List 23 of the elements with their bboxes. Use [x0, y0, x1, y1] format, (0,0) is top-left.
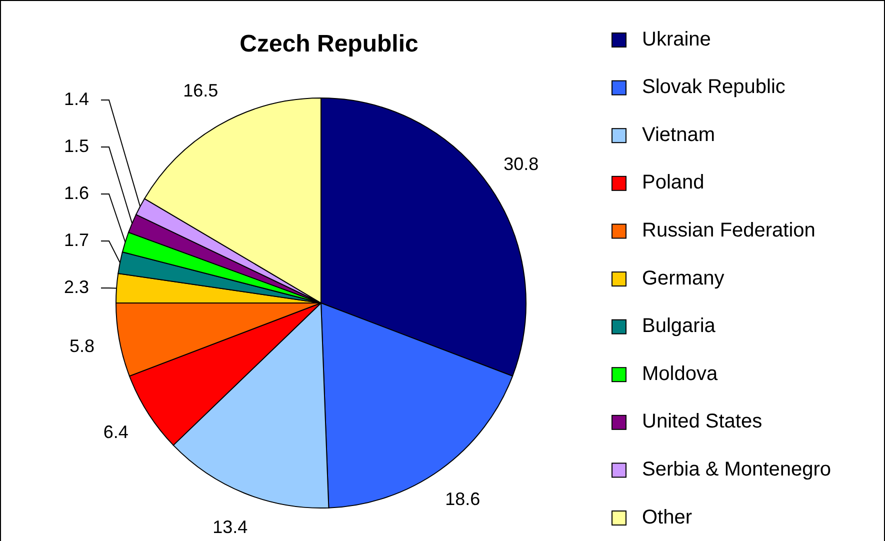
- data-label: 1.6: [64, 182, 89, 203]
- data-label: 2.3: [64, 276, 89, 297]
- data-label: 13.4: [212, 517, 248, 538]
- chart-title: Czech Republic: [240, 30, 418, 58]
- data-label: 18.6: [445, 489, 480, 510]
- legend-label: Serbia & Montenegro: [642, 458, 832, 480]
- data-label: 6.4: [103, 422, 128, 442]
- legend-label: Ukraine: [642, 28, 711, 50]
- legend-label: Germany: [642, 267, 724, 290]
- legend-label: Russian Federation: [642, 219, 816, 242]
- legend-label: Moldova: [642, 362, 718, 385]
- legend-label: Poland: [642, 172, 704, 194]
- legend-label: Bulgaria: [642, 315, 716, 338]
- data-label: 1.5: [64, 136, 89, 156]
- legend-label: United States: [642, 410, 762, 433]
- data-label: 16.5: [183, 80, 218, 101]
- legend-label: Slovak Republic: [642, 76, 786, 98]
- data-label: 30.8: [504, 154, 539, 174]
- legend-label: Other: [642, 506, 692, 528]
- legend-label: Vietnam: [642, 124, 716, 146]
- data-label: 1.4: [64, 88, 89, 109]
- data-label: 5.8: [70, 336, 95, 356]
- data-label: 1.7: [64, 230, 89, 250]
